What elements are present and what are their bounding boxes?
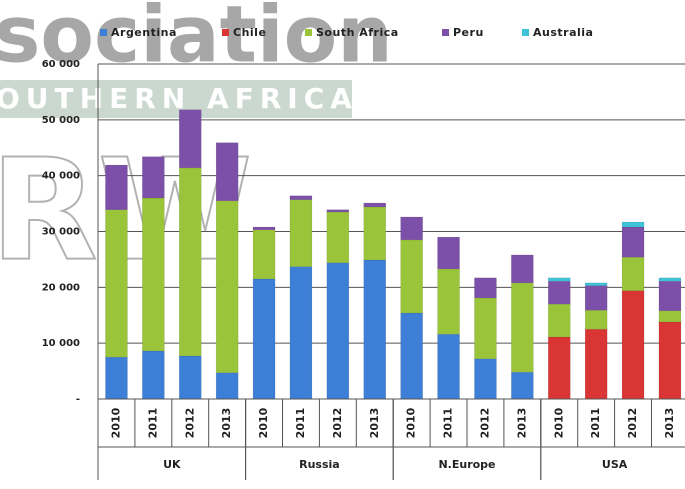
bar-segment — [584, 309, 608, 330]
bar-segment — [621, 221, 645, 228]
bar-segment — [511, 282, 534, 373]
bar-segment — [658, 310, 682, 323]
bar-segment — [105, 164, 128, 210]
bar-segment — [658, 321, 682, 400]
bar-segment — [584, 328, 608, 400]
x-tick-label: 2013 — [515, 408, 528, 439]
bar-segment — [474, 277, 497, 299]
bar-segment — [511, 371, 534, 400]
watermark-band: OUTHERN AFRICA — [0, 82, 358, 115]
bar-segment — [326, 262, 350, 400]
bar-segment — [363, 206, 386, 261]
bar-segment — [289, 195, 313, 200]
bar-segment — [437, 268, 460, 335]
bar-segment — [252, 226, 276, 231]
legend-label: Australia — [533, 26, 593, 39]
bar-segment — [105, 356, 128, 400]
x-tick-label: 2010 — [405, 407, 418, 438]
bar-segment — [621, 290, 645, 400]
bar-segment — [252, 229, 276, 280]
legend-label: Peru — [453, 26, 484, 39]
bar-segment — [474, 358, 497, 400]
bar-segment — [142, 197, 165, 352]
bar-segment — [621, 256, 645, 291]
legend-label: South Africa — [316, 26, 399, 39]
x-tick-label: 2013 — [368, 408, 381, 439]
y-tick-label: 30 000 — [42, 227, 80, 238]
legend-swatch — [222, 29, 229, 36]
bar-segment — [548, 277, 571, 282]
bar-segment — [179, 109, 202, 169]
bar-segment — [289, 266, 313, 400]
x-tick-label: 2012 — [626, 408, 639, 439]
x-tick-label: 2011 — [294, 408, 307, 439]
group-label: N.Europe — [438, 458, 495, 471]
bar-segment — [584, 285, 608, 311]
bar-segment — [289, 199, 313, 267]
legend-swatch — [522, 29, 529, 36]
y-tick-label: 60 000 — [42, 59, 80, 70]
x-tick-label: 2012 — [183, 408, 196, 439]
y-tick-label: 10 000 — [42, 338, 80, 349]
bar-segment — [400, 312, 423, 400]
bar-segment — [142, 350, 165, 400]
legend-swatch — [442, 29, 449, 36]
legend-label: Chile — [233, 26, 266, 39]
bar-segment — [658, 277, 682, 282]
watermark-top: sociation — [0, 0, 393, 80]
y-tick-label: - — [76, 394, 80, 405]
y-tick-label: 40 000 — [42, 171, 80, 182]
x-tick-label: 2011 — [589, 408, 602, 439]
bar-segment — [548, 303, 571, 338]
x-tick-label: 2012 — [478, 408, 491, 439]
x-tick-label: 2011 — [442, 408, 455, 439]
bar-segment — [400, 239, 423, 314]
bar-segment — [584, 282, 608, 286]
bar-segment — [548, 336, 571, 400]
legend-label: Argentina — [111, 26, 177, 39]
bar-segment — [215, 372, 239, 400]
x-tick-label: 2010 — [552, 407, 565, 438]
bar-segment — [179, 355, 202, 400]
legend-swatch — [100, 29, 107, 36]
bar-segment — [363, 202, 386, 208]
legend-swatch — [305, 29, 312, 36]
watermark-band-bg — [0, 80, 352, 118]
bar-segment — [326, 209, 350, 213]
group-label: Russia — [299, 458, 340, 471]
x-tick-label: 2013 — [663, 408, 676, 439]
bar-segment — [474, 297, 497, 360]
x-tick-label: 2011 — [146, 408, 159, 439]
bar-segment — [215, 142, 239, 202]
bar-segment — [400, 216, 423, 241]
x-tick-label: 2010 — [257, 407, 270, 438]
x-tick-label: 2010 — [109, 407, 122, 438]
bar-segment — [252, 278, 276, 400]
bar-segment — [658, 280, 682, 312]
y-tick-label: 50 000 — [42, 115, 80, 126]
bar-segment — [179, 167, 202, 357]
bar-segment — [437, 333, 460, 400]
bar-segment — [363, 259, 386, 400]
bar-segment — [142, 156, 165, 199]
bar-segment — [548, 280, 571, 305]
bar-segment — [621, 226, 645, 258]
bar-segment — [326, 211, 350, 264]
bar-segment — [437, 236, 460, 270]
watermark: sociation OUTHERN AFRICA RW — [0, 0, 393, 294]
x-tick-label: 2012 — [331, 408, 344, 439]
bar-segment — [511, 254, 534, 284]
bar-segment — [215, 200, 239, 374]
bar-segment — [105, 209, 128, 358]
group-label: USA — [602, 458, 628, 471]
group-label: UK — [163, 458, 181, 471]
y-tick-label: 20 000 — [42, 282, 80, 293]
x-tick-label: 2013 — [220, 408, 233, 439]
